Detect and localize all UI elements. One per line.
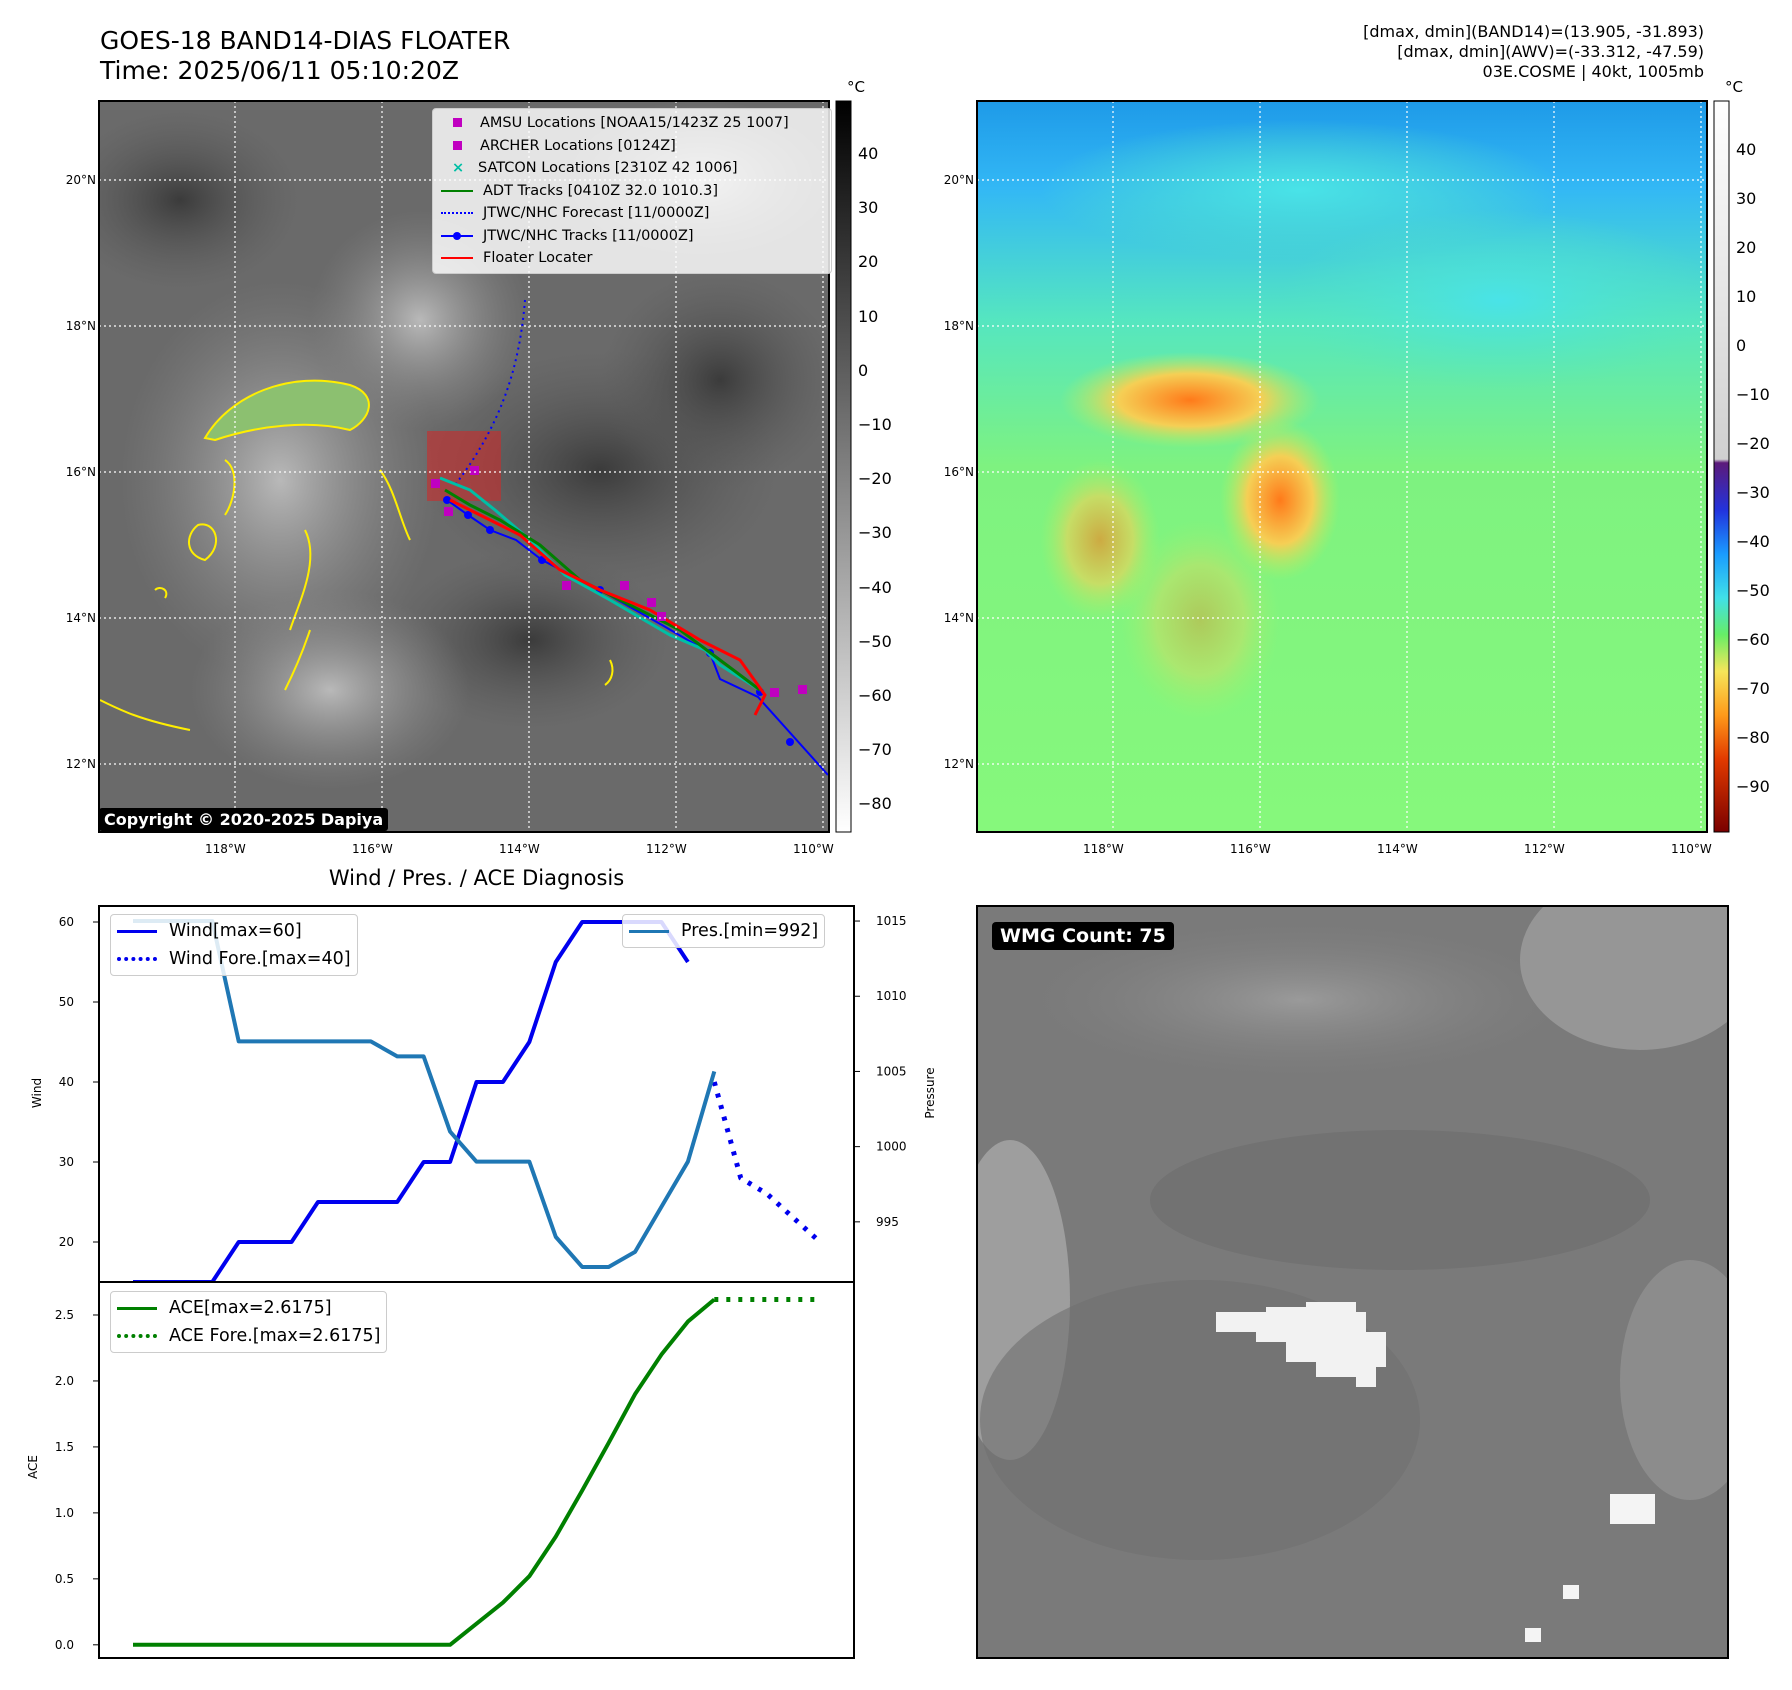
wv-lat-labels: 20°N 18°N 16°N 14°N 12°N xyxy=(936,172,974,772)
lon-label: 114°W xyxy=(499,842,540,856)
lat-label: 20°N xyxy=(65,173,96,187)
legend-item-wind-forecast: Wind Fore.[max=40] xyxy=(117,945,351,973)
colorbar-tick: −10 xyxy=(1736,385,1770,404)
lat-label: 14°N xyxy=(943,611,974,625)
colorbar-tick: 0 xyxy=(1736,336,1747,355)
stats-storm: 03E.COSME | 40kt, 1005mb xyxy=(1482,62,1704,81)
legend-item-satcon: × SATCON Locations [2310Z 42 1006] xyxy=(437,157,827,180)
wv-imagery xyxy=(977,101,1707,832)
ace-legend: ACE[max=2.6175] ACE Fore.[max=2.6175] xyxy=(110,1291,388,1353)
line-dot-icon xyxy=(441,231,473,240)
ace-axis-label: ACE xyxy=(26,1455,40,1479)
colorbar-tick: −10 xyxy=(858,414,892,434)
legend-item-floater: Floater Locater xyxy=(437,247,827,270)
pressure-axis-label: Pressure xyxy=(923,1067,937,1119)
lon-label: 112°W xyxy=(1524,842,1565,856)
colorbar-tick: −70 xyxy=(858,740,892,760)
ir-colorbar-unit: °C xyxy=(847,78,865,96)
lat-label: 14°N xyxy=(65,611,96,625)
stats-awv: [dmax, dmin](AWV)=(-33.312, -47.59) xyxy=(1397,42,1704,61)
colorbar-tick: −30 xyxy=(1736,483,1770,502)
legend-item-adt: ADT Tracks [0410Z 32.0 1010.3] xyxy=(437,180,827,203)
ir-lat-labels: 20°N 18°N 16°N 14°N 12°N xyxy=(58,172,96,772)
stats-band14: [dmax, dmin](BAND14)=(13.905, -31.893) xyxy=(1363,22,1704,41)
colorbar-tick: 40 xyxy=(1736,140,1757,159)
lat-label: 16°N xyxy=(943,465,974,479)
colorbar-tick: 30 xyxy=(1736,189,1757,208)
pressure-legend: Pres.[min=992] xyxy=(622,914,826,948)
colorbar-tick: −90 xyxy=(1736,777,1770,796)
solid-line-icon xyxy=(629,929,669,933)
colorbar-tick: 10 xyxy=(858,306,879,326)
red-line-icon xyxy=(441,257,473,259)
legend-item-tracks: JTWC/NHC Tracks [11/0000Z] xyxy=(437,225,827,248)
stats-block: [dmax, dmin](BAND14)=(13.905, -31.893) [… xyxy=(1363,22,1704,82)
ir-colorbar-ticks: 40 30 20 10 0 −10 −20 −30 −40 −50 −60 −7… xyxy=(858,144,892,814)
colorbar-tick: 20 xyxy=(1736,238,1757,257)
wind-axis-label: Wind xyxy=(30,1077,44,1109)
wv-colorbar xyxy=(1713,100,1730,833)
lon-label: 118°W xyxy=(205,842,246,856)
legend-item-ace-forecast: ACE Fore.[max=2.6175] xyxy=(117,1322,380,1350)
dotted-line-icon xyxy=(117,957,157,961)
colorbar-tick: −40 xyxy=(1736,532,1770,551)
colorbar-tick: 0 xyxy=(858,360,869,380)
lon-label: 116°W xyxy=(1230,842,1271,856)
solid-line-icon xyxy=(117,1306,157,1310)
colorbar-tick: 20 xyxy=(858,252,879,272)
chart-title: GOES-18 BAND14-DIAS FLOATER Time: 2025/0… xyxy=(100,26,510,86)
legend-item-archer: ARCHER Locations [0124Z] xyxy=(437,135,827,158)
legend-item-forecast: JTWC/NHC Forecast [11/0000Z] xyxy=(437,202,827,225)
colorbar-tick: −60 xyxy=(858,685,892,705)
colorbar-tick: 40 xyxy=(858,144,879,163)
colorbar-tick: −80 xyxy=(1736,728,1770,747)
title-line-1: GOES-18 BAND14-DIAS FLOATER xyxy=(100,26,511,55)
solid-line-icon xyxy=(117,929,157,933)
colorbar-tick: −20 xyxy=(1736,434,1770,453)
colorbar-tick: −50 xyxy=(858,631,892,651)
legend-item-ace: ACE[max=2.6175] xyxy=(117,1294,380,1322)
lat-label: 16°N xyxy=(65,465,96,479)
colorbar-tick: −40 xyxy=(858,577,892,597)
lat-label: 12°N xyxy=(65,757,96,771)
colorbar-tick: −80 xyxy=(858,794,892,814)
colorbar-tick: −30 xyxy=(858,523,892,543)
ir-colorbar xyxy=(835,100,852,833)
lon-label: 110°W xyxy=(793,842,834,856)
legend-item-amsu: AMSU Locations [NOAA15/1423Z 25 1007] xyxy=(437,112,827,135)
lon-label: 112°W xyxy=(646,842,687,856)
wmg-count-badge: WMG Count: 75 xyxy=(992,922,1174,950)
lon-label: 118°W xyxy=(1083,842,1124,856)
colorbar-tick: −60 xyxy=(1736,630,1770,649)
square-marker-icon xyxy=(453,140,462,150)
square-marker-icon xyxy=(453,118,462,127)
colorbar-tick: −70 xyxy=(1736,679,1770,698)
wmg-imagery xyxy=(977,906,1728,1658)
lon-label: 116°W xyxy=(352,842,393,856)
wv-colorbar-unit: °C xyxy=(1725,78,1743,96)
wind-legend: Wind[max=60] Wind Fore.[max=40] xyxy=(110,914,358,976)
diagnosis-title: Wind / Pres. / ACE Diagnosis xyxy=(328,866,625,890)
colorbar-tick: −50 xyxy=(1736,581,1770,600)
lat-label: 18°N xyxy=(943,319,974,333)
dotted-line-icon xyxy=(117,1334,157,1338)
colorbar-tick: 10 xyxy=(1736,287,1757,306)
lon-label: 110°W xyxy=(1671,842,1712,856)
colorbar-tick: −20 xyxy=(858,469,892,489)
colorbar-tick: 30 xyxy=(858,198,879,218)
lon-label: 114°W xyxy=(1377,842,1418,856)
lat-label: 20°N xyxy=(943,173,974,187)
dotted-line-icon xyxy=(441,212,473,214)
lat-label: 12°N xyxy=(943,757,974,771)
legend-item-pressure: Pres.[min=992] xyxy=(629,917,818,945)
lat-label: 18°N xyxy=(65,319,96,333)
green-line-icon xyxy=(441,189,473,192)
map-legend: AMSU Locations [NOAA15/1423Z 25 1007] AR… xyxy=(432,108,832,274)
title-line-2: Time: 2025/06/11 05:10:20Z xyxy=(100,56,459,85)
wv-colorbar-ticks: 40 30 20 10 0 −10 −20 −30 −40 −50 −60 −7… xyxy=(1736,141,1770,796)
copyright-label: Copyright © 2020-2025 Dapiya xyxy=(99,808,389,831)
x-marker-icon: × xyxy=(452,160,465,176)
legend-item-wind: Wind[max=60] xyxy=(117,917,351,945)
